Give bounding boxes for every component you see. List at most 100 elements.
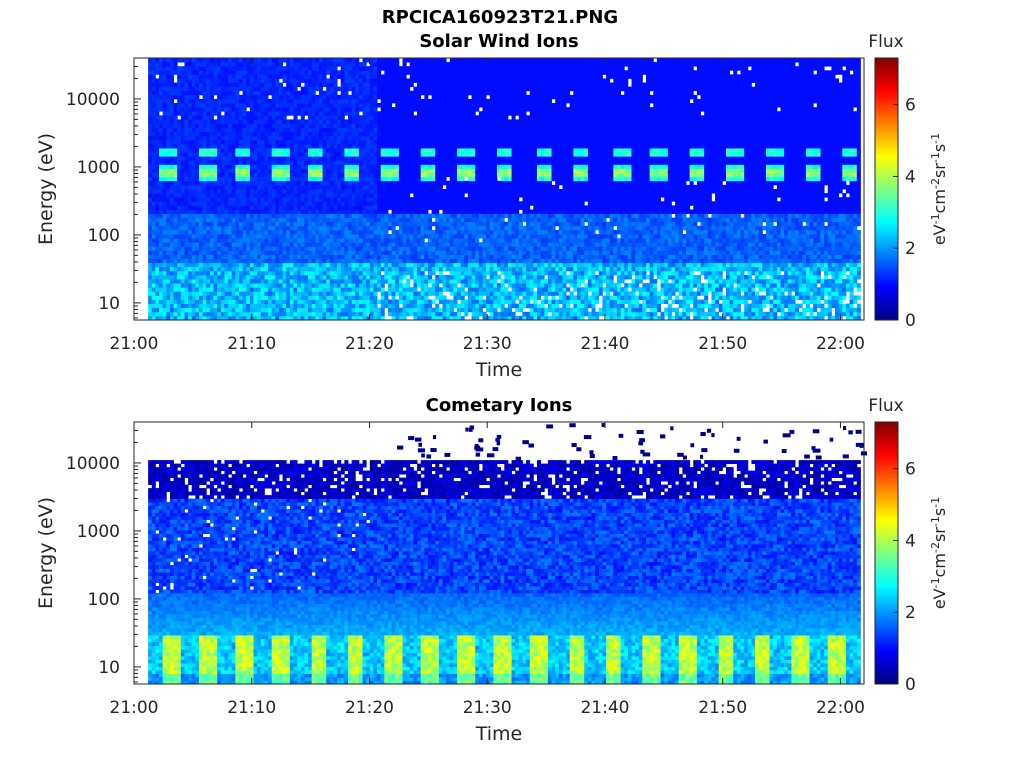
heatmap-cell — [427, 70, 433, 75]
heatmap-cell — [195, 229, 200, 235]
heatmap-cell — [199, 184, 204, 190]
heatmap-cell — [257, 279, 262, 284]
heatmap-cell — [206, 176, 211, 182]
heatmap-cell — [166, 254, 171, 259]
heatmap-cell — [191, 209, 196, 214]
heatmap-cell — [202, 90, 207, 96]
heatmap-cell — [148, 197, 153, 202]
heatmap-cell — [293, 299, 298, 305]
heatmap-cell — [162, 197, 167, 202]
heatmap-cell — [268, 295, 273, 300]
heatmap-cell — [377, 307, 382, 313]
heatmap-cell — [282, 168, 287, 174]
heatmap-cell — [264, 262, 269, 268]
heatmap-cell — [231, 62, 236, 67]
heatmap-cell — [260, 115, 265, 120]
heatmap-cell — [199, 291, 204, 296]
heatmap-cell — [169, 160, 174, 165]
heatmap-cell — [151, 213, 156, 219]
heatmap-cell — [231, 184, 236, 190]
heatmap-cell — [373, 107, 378, 112]
heatmap-cell — [213, 156, 218, 161]
heatmap-cell — [177, 152, 182, 157]
heatmap-cell — [326, 58, 331, 63]
heatmap-cell — [388, 172, 393, 178]
heatmap-cell — [177, 311, 182, 317]
heatmap-cell — [420, 148, 425, 153]
heatmap-cell — [155, 103, 160, 108]
heatmap-cell — [159, 270, 164, 276]
heatmap-cell — [427, 213, 433, 219]
heatmap-cell — [388, 148, 393, 153]
heatmap-cell — [162, 262, 167, 268]
heatmap-cell — [384, 193, 389, 198]
heatmap-cell — [180, 111, 185, 116]
heatmap-cell — [199, 131, 204, 137]
heatmap-cell — [333, 225, 338, 231]
heatmap-cell — [275, 90, 280, 96]
heatmap-cell — [304, 266, 309, 272]
heatmap-cell — [148, 119, 153, 124]
heatmap-cell — [220, 193, 225, 198]
heatmap-cell — [199, 82, 204, 88]
heatmap-cell — [209, 217, 214, 223]
heatmap-cell — [253, 98, 258, 104]
heatmap-cell — [231, 131, 236, 137]
heatmap-cell — [362, 90, 367, 96]
heatmap-cell — [177, 111, 182, 116]
heatmap-cell — [238, 135, 244, 141]
heatmap-cell — [413, 127, 418, 133]
heatmap-cell — [293, 115, 298, 120]
heatmap-cell — [169, 176, 174, 182]
heatmap-cell — [409, 70, 414, 75]
heatmap-cell — [257, 266, 262, 272]
heatmap-cell — [355, 291, 360, 296]
heatmap-cell — [388, 234, 393, 239]
heatmap-cell — [213, 234, 218, 239]
heatmap-cell — [202, 274, 207, 280]
heatmap-cell — [337, 287, 342, 292]
heatmap-cell — [293, 180, 298, 186]
heatmap-cell — [333, 58, 338, 63]
heatmap-cell — [195, 193, 200, 198]
heatmap-cell — [271, 303, 276, 309]
heatmap-cell — [209, 229, 214, 235]
heatmap-cell — [159, 193, 164, 198]
heatmap-cell — [271, 82, 276, 88]
heatmap-cell — [413, 160, 418, 165]
heatmap-cell — [289, 119, 294, 124]
heatmap-cell — [388, 279, 393, 284]
heatmap-cell — [268, 164, 273, 169]
heatmap-cell — [268, 221, 273, 227]
heatmap-cell — [388, 156, 393, 161]
heatmap-cell — [238, 311, 244, 317]
heatmap-cell — [326, 168, 331, 174]
heatmap-cell — [380, 295, 385, 300]
heatmap-cell — [155, 119, 160, 124]
heatmap-cell — [369, 103, 374, 108]
heatmap-cell — [315, 74, 320, 79]
heatmap-cell — [308, 107, 313, 112]
heatmap-cell — [166, 225, 171, 231]
heatmap-cell — [173, 201, 178, 206]
heatmap-cell — [260, 172, 265, 178]
heatmap-cell — [409, 143, 414, 149]
heatmap-cell — [159, 66, 164, 71]
heatmap-cell — [286, 274, 291, 280]
heatmap-cell — [278, 254, 283, 259]
heatmap-cell — [358, 115, 363, 120]
heatmap-cell — [340, 246, 345, 251]
heatmap-cell — [402, 115, 407, 120]
heatmap-cell — [195, 315, 200, 321]
heatmap-cell — [166, 274, 171, 280]
heatmap-cell — [431, 156, 436, 161]
heatmap-cell — [355, 131, 360, 137]
heatmap-cell — [413, 152, 418, 157]
heatmap-cell — [191, 201, 196, 206]
heatmap-cell — [366, 279, 371, 284]
heatmap-cell — [380, 262, 385, 268]
heatmap-cell — [308, 139, 313, 145]
heatmap-cell — [220, 258, 225, 264]
heatmap-cell — [231, 205, 236, 210]
heatmap-cell — [286, 262, 291, 268]
